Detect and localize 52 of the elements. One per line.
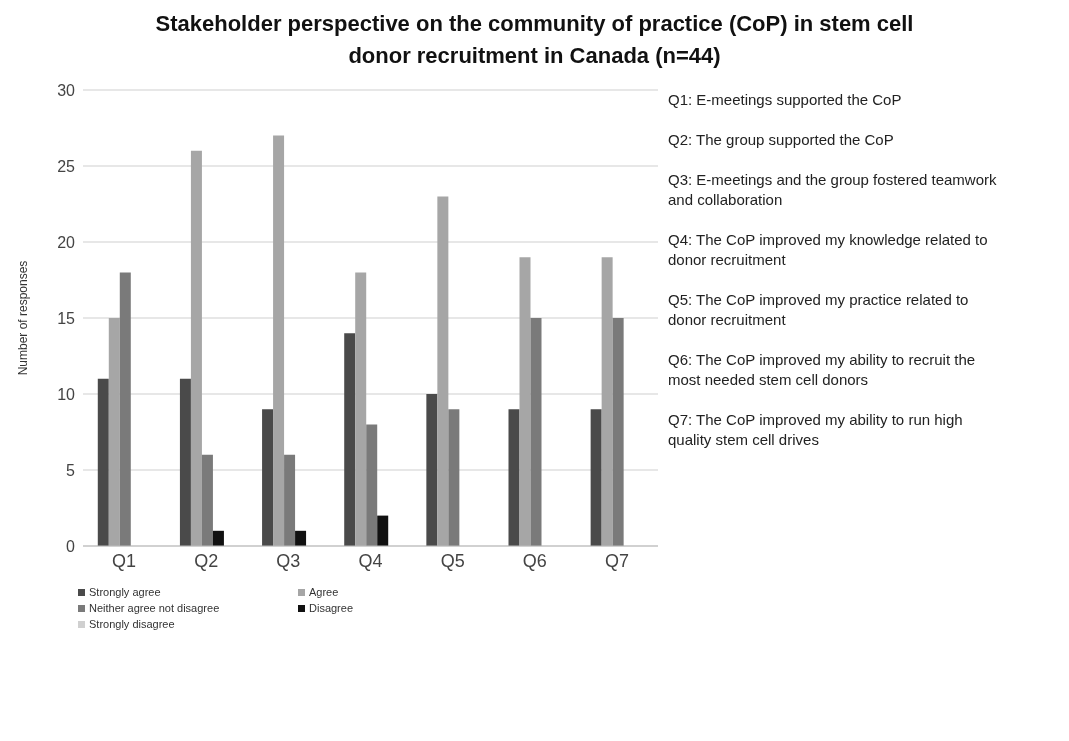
y-tick-label: 30 (57, 81, 76, 99)
bar (212, 530, 224, 546)
legend-label: Neither agree not disagree (89, 602, 220, 614)
text: Q1: E-meetings supported the CoP (668, 90, 903, 110)
text: Q2: The group supported the CoP (668, 130, 895, 150)
bar (97, 378, 109, 546)
bar (366, 424, 378, 546)
legend-label: Disagree (309, 602, 354, 614)
bar (190, 150, 202, 546)
bar (119, 272, 131, 546)
y-tick-label: 15 (57, 309, 76, 327)
y-axis-title: Number of responses (16, 260, 31, 376)
x-tick-label: Q1 (112, 550, 137, 571)
text: Q5: The CoP improved my practice related to donor recruitment (668, 290, 970, 330)
bar (377, 515, 389, 546)
chart-title: Stakeholder perspective on the community of practice (CoP) in stem cell donor recruitment in Canada (n=44) (154, 10, 915, 70)
bar (108, 318, 120, 546)
bar (295, 530, 307, 546)
bar (284, 454, 296, 546)
bar (273, 135, 285, 546)
bar (612, 318, 624, 546)
bar (262, 409, 274, 546)
text: Q3: E-meetings and the group fostered teamwork and collaboration (668, 170, 998, 210)
text: Q4: The CoP improved my knowledge related to donor recruitment (668, 230, 989, 270)
bar (508, 409, 520, 546)
x-tick-label: Q3 (276, 550, 301, 571)
y-tick-label: 10 (57, 385, 76, 403)
legend-label: Strongly disagree (89, 618, 175, 630)
bar (448, 409, 460, 546)
y-tick-label: 5 (66, 461, 76, 479)
y-tick-label: 25 (57, 157, 76, 175)
bar (355, 272, 367, 546)
legend-label: Agree (309, 586, 339, 598)
bar (590, 409, 602, 546)
text: Q6: The CoP improved my ability to recruit the most needed stem cell donors (668, 350, 977, 390)
x-tick-label: Q7 (604, 550, 629, 571)
bar (601, 257, 613, 546)
y-tick-label: 20 (57, 233, 76, 251)
x-tick-label: Q4 (358, 550, 383, 571)
bar (201, 454, 213, 546)
y-tick-label: 0 (66, 537, 76, 555)
bar (179, 378, 191, 546)
bar (519, 257, 531, 546)
x-tick-label: Q5 (440, 550, 465, 571)
text: Q7: The CoP improved my ability to run high quality stem cell drives (668, 410, 964, 450)
bar (426, 394, 438, 546)
bar (344, 333, 356, 546)
bar (530, 318, 542, 546)
bar (437, 196, 449, 546)
legend-label: Strongly agree (89, 586, 161, 598)
x-tick-label: Q6 (522, 550, 547, 571)
x-tick-label: Q2 (194, 550, 219, 571)
